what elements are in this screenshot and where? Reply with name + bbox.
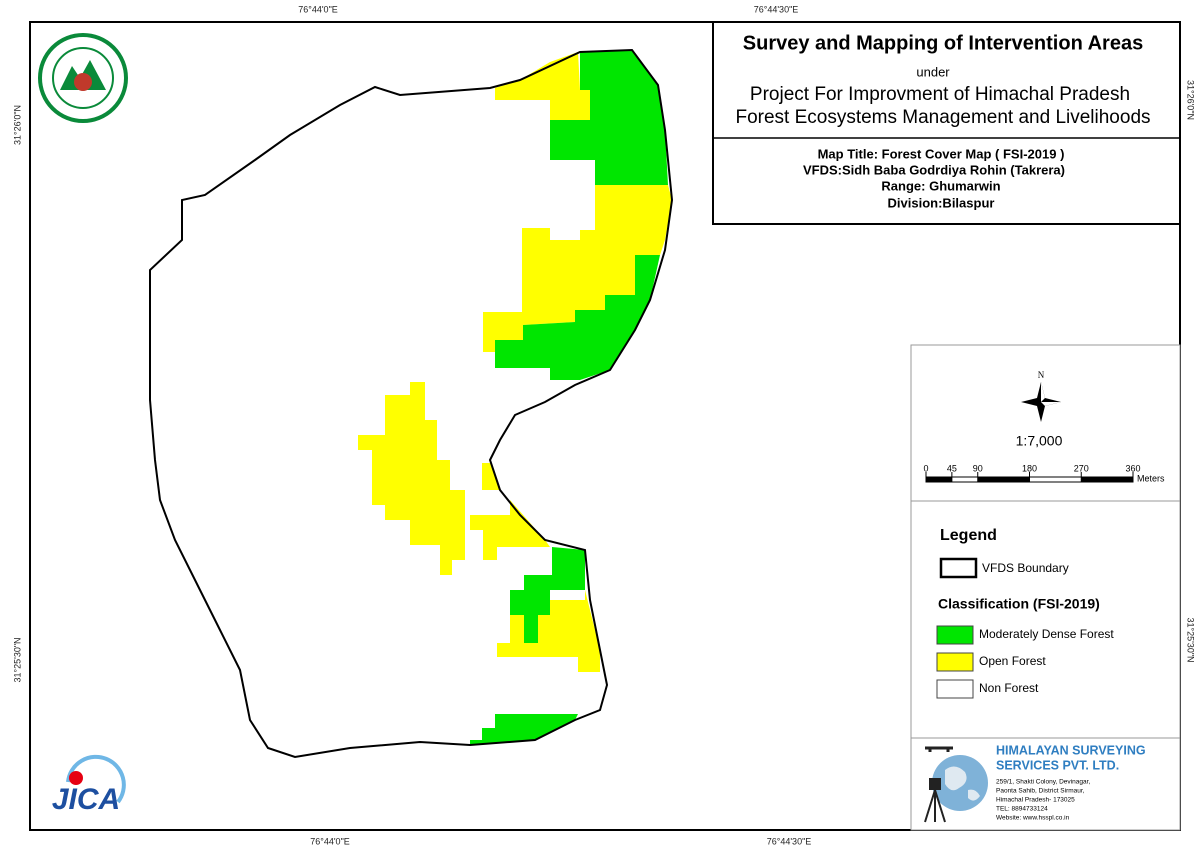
boundary-swatch — [939, 557, 978, 579]
company-name: HIMALAYAN SURVEYING — [996, 743, 1146, 757]
scale-ratio: 1:7,000 — [1016, 433, 1063, 449]
scale-segment — [1081, 477, 1133, 482]
title: Survey and Mapping of Intervention Areas — [743, 32, 1143, 54]
legend-label: Moderately Dense Forest — [979, 627, 1114, 641]
legend-title: Legend — [940, 527, 997, 544]
company-name: SERVICES PVT. LTD. — [996, 758, 1119, 772]
legend-swatch — [936, 652, 974, 672]
legend-panel: Legend VFDS Boundary Classification (FSI… — [910, 500, 1181, 739]
legend-swatch — [936, 625, 974, 645]
legend-swatch — [936, 679, 974, 699]
coord-label: 31°26'0"N — [12, 105, 22, 145]
project-line: Project For Improvment of Himachal Prade… — [750, 84, 1130, 105]
company-address: 259/1, Shakti Colony, Devinagar, — [996, 779, 1090, 786]
legend-label: Non Forest — [979, 681, 1039, 695]
dense-forest — [550, 50, 668, 185]
company-address: Paonta Sahib, District Sirmaur, — [996, 788, 1085, 795]
open-forest — [470, 500, 550, 560]
graticule-labels: 76°44'0"E 76°44'30"E 76°44'0"E 76°44'30"… — [12, 4, 1195, 846]
map-info: Division:Bilaspur — [888, 195, 995, 210]
state-logo — [38, 33, 128, 123]
company-address: Himachal Pradesh- 173025 — [996, 797, 1075, 804]
map-info: Range: Ghumarwin — [881, 178, 1000, 193]
company-address: TEL: 8894733124 — [996, 806, 1048, 813]
coord-label: 76°44'30"E — [767, 836, 812, 846]
coord-label: 31°25'30"N — [12, 637, 22, 682]
map-info: Map Title: Forest Cover Map ( FSI-2019 ) — [818, 146, 1065, 161]
legend-label: Open Forest — [979, 654, 1046, 668]
jica-text: JICA — [52, 783, 120, 816]
coord-label: 31°26'0"N — [1186, 80, 1196, 120]
coord-label: 31°25'30"N — [1186, 617, 1196, 662]
scale-panel: N 1:7,000 Meters 0 45 90 180 270 360 — [910, 344, 1181, 502]
legend-label: VFDS Boundary — [982, 561, 1069, 575]
scale-tick-label: 45 — [947, 463, 957, 473]
dense-forest — [470, 714, 578, 745]
open-forest — [495, 52, 590, 120]
jica-logo: JICA — [52, 754, 126, 816]
dense-forest — [510, 547, 585, 643]
open-forest — [497, 590, 600, 672]
company-panel: HIMALAYAN SURVEYING SERVICES PVT. LTD. 2… — [910, 737, 1181, 831]
scale-tick-label: 270 — [1074, 463, 1089, 473]
scale-tick-label: 360 — [1125, 463, 1140, 473]
scale-tick-label: 180 — [1022, 463, 1037, 473]
forest-areas — [358, 50, 672, 745]
map-info: VFDS:Sidh Baba Godrdiya Rohin (Takrera) — [803, 162, 1065, 177]
title-block: Survey and Mapping of Intervention Areas… — [712, 21, 1181, 225]
open-forest — [482, 463, 500, 490]
vfds-boundary — [149, 48, 674, 759]
scale-segment — [926, 477, 952, 482]
scale-segment — [977, 477, 1030, 482]
company-address: Website: www.hsspl.co.in — [996, 815, 1070, 822]
open-forest — [358, 382, 465, 575]
classification-title: Classification (FSI-2019) — [938, 596, 1100, 612]
coord-label: 76°44'0"E — [298, 4, 338, 14]
open-forest — [483, 185, 672, 352]
scale-tick-label: 90 — [973, 463, 983, 473]
coord-label: 76°44'0"E — [310, 836, 350, 846]
scale-tick-label: 0 — [923, 463, 928, 473]
coord-label: 76°44'30"E — [754, 4, 799, 14]
subtitle: under — [916, 64, 950, 79]
project-line: Forest Ecosystems Management and Livelih… — [735, 107, 1150, 128]
scale-unit: Meters — [1137, 473, 1165, 483]
north-label: N — [1038, 370, 1045, 380]
dense-forest — [495, 255, 660, 380]
